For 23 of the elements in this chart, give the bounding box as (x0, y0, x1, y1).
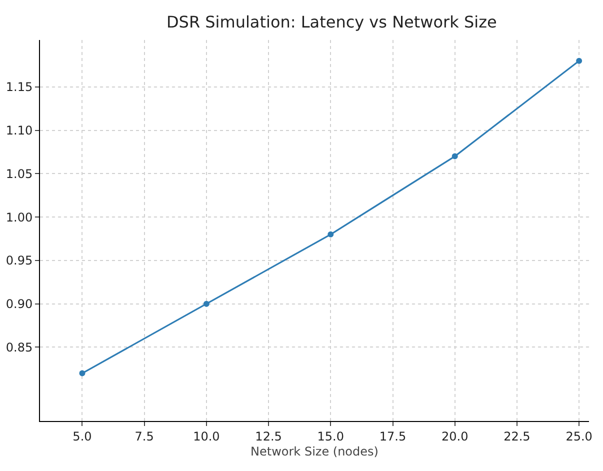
x-axis-title: Network Size (nodes) (250, 444, 378, 458)
point (328, 231, 334, 238)
chart-title: DSR Simulation: Latency vs Network Size (166, 12, 497, 32)
x-tick-label: 17.5 (379, 429, 406, 444)
y-tick-label: 1.00 (6, 210, 33, 224)
y-tick-label: 0.85 (6, 340, 33, 354)
x-tick-label: 22.5 (504, 429, 530, 444)
x-tick-label: 15.0 (317, 429, 344, 444)
point (203, 300, 210, 307)
y-tick-label: 0.90 (6, 297, 33, 312)
x-tick-label: 5.0 (72, 429, 92, 444)
x-tick-label: 25.0 (566, 429, 592, 444)
point (452, 153, 458, 160)
y-tick-label: 1.10 (6, 123, 33, 138)
x-tick-label: 7.5 (134, 429, 154, 444)
x-tick-label: 20.0 (442, 429, 468, 444)
x-tick-label: 12.5 (255, 429, 282, 444)
y-tick-label: 1.05 (6, 166, 33, 181)
point (79, 370, 86, 376)
x-tick-label: 10.0 (193, 429, 220, 444)
point (576, 58, 582, 64)
y-tick-label: 0.95 (6, 254, 33, 268)
y-tick-label: 1.15 (6, 80, 33, 94)
